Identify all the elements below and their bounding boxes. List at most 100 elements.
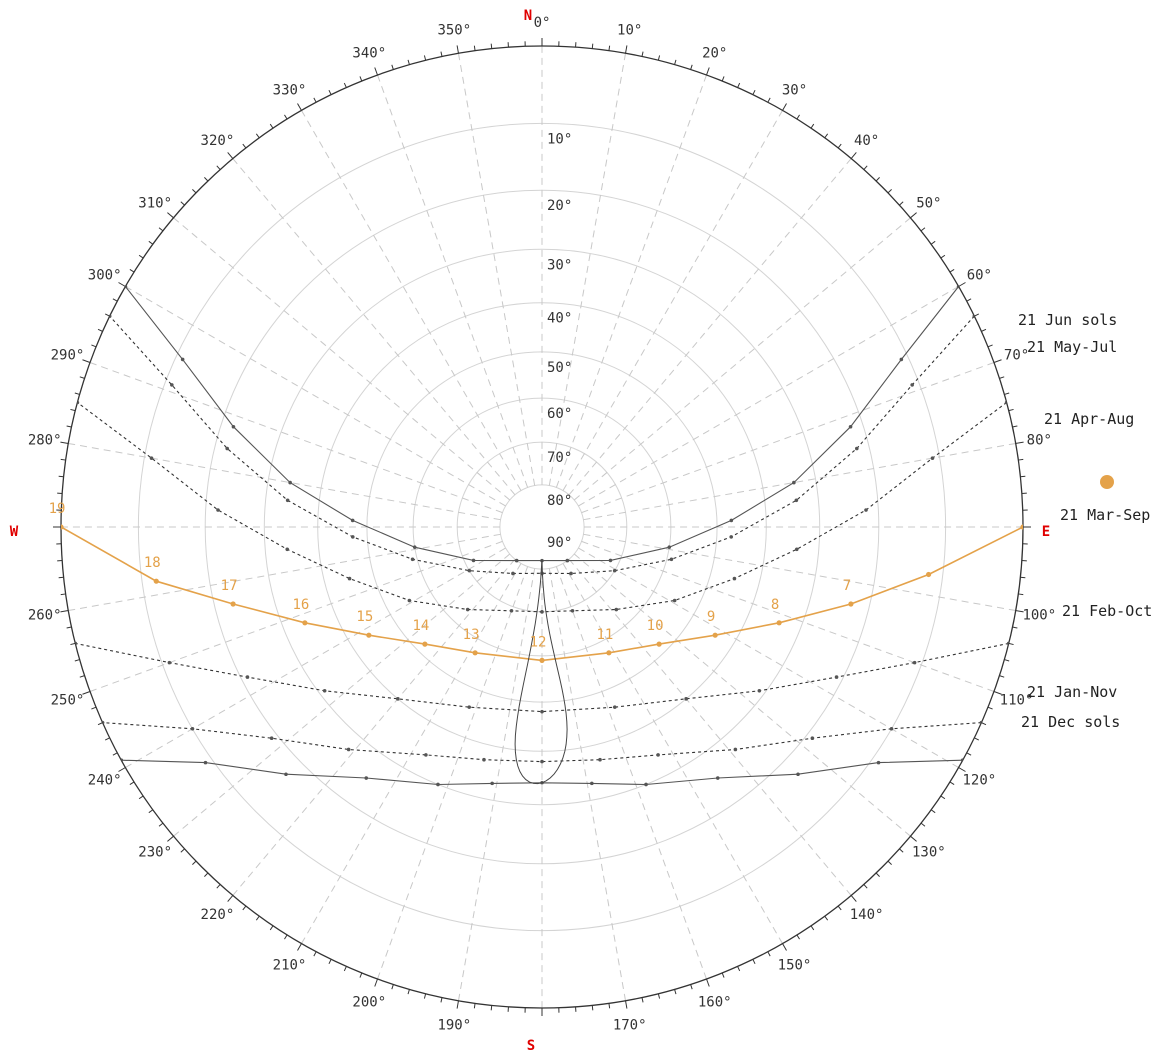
azimuth-tick xyxy=(707,67,710,75)
azimuth-tick xyxy=(1018,594,1023,595)
azimuth-tick xyxy=(931,241,935,244)
azimuth-spoke xyxy=(569,159,851,495)
azimuth-tick xyxy=(80,377,85,379)
azimuth-tick xyxy=(738,83,740,88)
azimuth-label: 0° xyxy=(534,15,551,31)
hour-marker xyxy=(540,710,544,714)
hour-marker xyxy=(540,610,544,614)
azimuth-tick xyxy=(75,660,80,661)
azimuth-tick xyxy=(1012,627,1017,628)
azimuth-tick xyxy=(91,345,96,347)
azimuth-tick xyxy=(284,115,287,119)
azimuth-label: 80° xyxy=(1027,432,1052,448)
azimuth-tick xyxy=(910,213,916,218)
azimuth-tick xyxy=(70,409,75,410)
azimuth-tick xyxy=(105,738,109,740)
azimuth-tick xyxy=(626,1001,627,1009)
azimuth-tick xyxy=(658,55,659,60)
azimuth-label: 350° xyxy=(437,23,471,39)
azimuth-tick xyxy=(931,810,935,813)
series-label: 21 Mar-Sep xyxy=(1060,506,1150,524)
hour-marker xyxy=(348,577,352,581)
azimuth-tick xyxy=(876,177,879,181)
hour-label: 16 xyxy=(292,597,309,613)
hour-marker xyxy=(673,599,677,603)
azimuth-tick xyxy=(204,873,207,877)
azimuth-tick xyxy=(609,46,610,51)
azimuth-tick xyxy=(722,973,724,978)
azimuth-tick xyxy=(994,360,1002,363)
azimuth-tick xyxy=(999,377,1004,379)
hour-marker xyxy=(422,642,427,647)
azimuth-tick xyxy=(408,989,409,994)
hour-marker xyxy=(609,559,613,563)
hour-marker xyxy=(913,661,917,665)
hour-marker xyxy=(490,782,494,786)
hour-marker xyxy=(729,535,733,539)
azimuth-tick xyxy=(314,98,316,102)
azimuth-label: 20° xyxy=(702,45,727,61)
azimuth-tick xyxy=(959,768,966,772)
azimuth-label: 220° xyxy=(201,907,235,923)
azimuth-tick xyxy=(217,166,220,170)
azimuth-tick xyxy=(959,283,966,287)
azimuth-tick xyxy=(457,45,458,53)
hour-marker xyxy=(468,569,472,573)
azimuth-spoke xyxy=(174,554,510,836)
altitude-circle xyxy=(264,249,819,804)
azimuth-label: 230° xyxy=(138,845,172,861)
azimuth-tick xyxy=(981,723,986,725)
azimuth-tick xyxy=(825,134,828,138)
hour-marker xyxy=(436,783,440,787)
azimuth-tick xyxy=(941,796,945,799)
azimuth-tick xyxy=(119,768,126,772)
azimuth-tick xyxy=(167,836,173,841)
azimuth-tick xyxy=(981,329,986,331)
hour-marker xyxy=(366,633,371,638)
azimuth-tick xyxy=(999,676,1004,678)
azimuth-tick xyxy=(876,873,879,877)
azimuth-label: 50° xyxy=(916,195,941,211)
azimuth-tick xyxy=(825,916,828,920)
hour-marker xyxy=(472,559,476,563)
azimuth-label: 290° xyxy=(51,347,85,363)
hour-marker xyxy=(540,760,544,764)
hour-marker xyxy=(713,633,718,638)
azimuth-tick xyxy=(139,796,143,799)
hour-marker xyxy=(515,559,519,563)
series-label: 21 Apr-Aug xyxy=(1044,410,1134,428)
hour-marker xyxy=(855,447,859,451)
hour-marker xyxy=(246,675,250,679)
azimuth-label: 250° xyxy=(51,693,85,709)
azimuth-tick xyxy=(59,577,64,578)
altitude-label: 60° xyxy=(547,406,572,422)
hour-marker xyxy=(511,572,515,576)
azimuth-tick xyxy=(270,124,273,128)
azimuth-label: 10° xyxy=(617,23,642,39)
hour-marker xyxy=(848,601,853,606)
altitude-label: 10° xyxy=(547,131,572,147)
hour-marker xyxy=(181,358,185,362)
azimuth-spoke xyxy=(233,559,515,895)
azimuth-tick xyxy=(149,241,153,244)
azimuth-tick xyxy=(1018,459,1023,460)
hour-marker xyxy=(539,658,544,663)
hour-marker xyxy=(795,498,799,502)
hour-label: 17 xyxy=(221,578,238,594)
hour-marker xyxy=(811,736,815,740)
hour-marker xyxy=(835,675,839,679)
hour-marker xyxy=(716,776,720,780)
hour-label: 14 xyxy=(412,618,429,634)
hour-marker xyxy=(408,599,412,603)
azimuth-tick xyxy=(1020,577,1025,578)
azimuth-tick xyxy=(864,884,867,888)
hour-marker xyxy=(351,519,355,523)
hour-marker xyxy=(657,642,662,647)
azimuth-spoke xyxy=(233,159,515,495)
hour-marker xyxy=(670,557,674,561)
hour-marker xyxy=(191,727,195,731)
azimuth-tick xyxy=(329,90,331,94)
azimuth-tick xyxy=(797,115,800,119)
hour-marker xyxy=(926,572,931,577)
azimuth-tick xyxy=(921,823,925,826)
